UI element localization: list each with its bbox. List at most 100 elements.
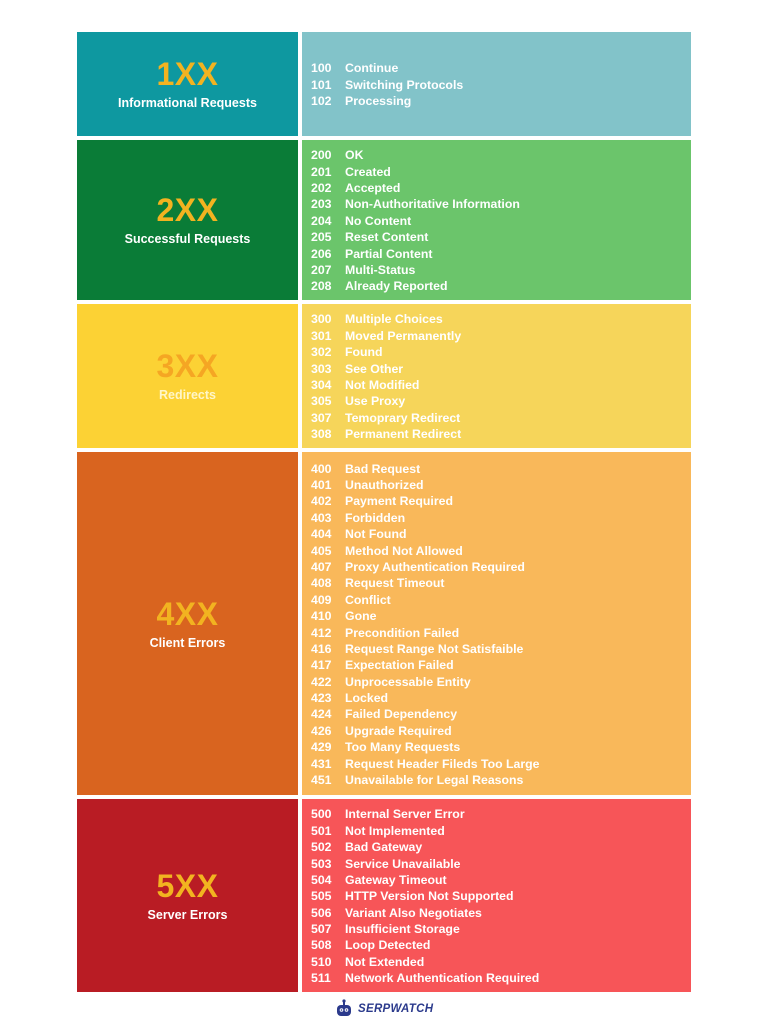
status-code-number: 408	[311, 576, 332, 591]
status-code-row: 403 Forbidden	[311, 510, 691, 526]
status-code-text: Not Implemented	[345, 823, 445, 838]
status-code-row: 206 Partial Content	[311, 246, 691, 262]
status-code-number: 424	[311, 707, 332, 722]
status-code-row: 208 Already Reported	[311, 278, 691, 294]
status-code-row: 422 Unprocessable Entity	[311, 674, 691, 690]
status-code-number: 507	[311, 922, 332, 937]
status-code-text: Continue	[345, 61, 399, 76]
status-code-number: 300	[311, 312, 332, 327]
status-code-number: 505	[311, 889, 332, 904]
status-code-row: 303 See Other	[311, 361, 691, 377]
status-code-row: 101 Switching Protocols	[311, 77, 691, 93]
status-code-number: 410	[311, 609, 332, 624]
status-code-row: 100 Continue	[311, 60, 691, 76]
status-code-row: 200 OK	[311, 147, 691, 163]
status-code-row: 412 Precondition Failed	[311, 625, 691, 641]
status-code-row: 301 Moved Permanently	[311, 328, 691, 344]
status-code-number: 502	[311, 840, 332, 855]
status-code-text: Variant Also Negotiates	[345, 905, 482, 920]
status-code-number: 501	[311, 823, 332, 838]
status-code-text: Processing	[345, 94, 412, 109]
status-code-number: 301	[311, 328, 332, 343]
status-code-text: Bad Request	[345, 461, 421, 476]
status-code-row: 503 Service Unavailable	[311, 856, 691, 872]
status-code-row: 304 Not Modified	[311, 377, 691, 393]
status-code-number: 307	[311, 410, 332, 425]
status-code-row: 407 Proxy Authentication Required	[311, 559, 691, 575]
group-3xx: 3XX Redirects 300 Multiple Choices 301 Move…	[77, 304, 691, 448]
status-code-number: 423	[311, 691, 332, 706]
status-code-number: 407	[311, 559, 332, 574]
status-code-number: 429	[311, 740, 332, 755]
status-code-text: Upgrade Required	[345, 723, 452, 738]
status-code-text: Gone	[345, 609, 377, 624]
group-class: 1XX	[156, 56, 219, 92]
status-code-number: 400	[311, 461, 332, 476]
status-code-text: Gateway Timeout	[345, 872, 447, 887]
status-code-text: Moved Permanently	[345, 328, 462, 343]
status-code-row: 203 Non-Authoritative Information	[311, 196, 691, 212]
status-code-text: Forbidden	[345, 510, 406, 525]
status-code-number: 405	[311, 543, 332, 558]
status-code-row: 405 Method Not Allowed	[311, 543, 691, 559]
status-code-row: 511 Network Authentication Required	[311, 970, 691, 986]
status-code-row: 431 Request Header Fileds Too Large	[311, 756, 691, 772]
status-code-row: 202 Accepted	[311, 180, 691, 196]
status-code-number: 401	[311, 477, 332, 492]
status-code-text: Multiple Choices	[345, 312, 443, 327]
status-code-row: 508 Loop Detected	[311, 937, 691, 953]
status-code-number: 303	[311, 361, 332, 376]
status-code-row: 409 Conflict	[311, 592, 691, 608]
status-code-row: 429 Too Many Requests	[311, 739, 691, 755]
group-2xx-header: 2XX Successful Requests	[77, 140, 298, 300]
status-code-number: 504	[311, 872, 332, 887]
status-code-text: Conflict	[345, 592, 391, 607]
status-code-text: Use Proxy	[345, 394, 406, 409]
group-label: Informational Requests	[118, 96, 257, 110]
status-code-row: 410 Gone	[311, 608, 691, 624]
status-code-row: 404 Not Found	[311, 526, 691, 542]
status-code-text: Request Timeout	[345, 576, 445, 591]
status-code-number: 202	[311, 181, 332, 196]
status-code-number: 510	[311, 954, 332, 969]
status-code-text: Expectation Failed	[345, 658, 454, 673]
group-3xx-header: 3XX Redirects	[77, 304, 298, 448]
status-code-text: No Content	[345, 213, 412, 228]
status-code-number: 101	[311, 77, 332, 92]
status-code-text: Request Range Not Satisfaible	[345, 641, 524, 656]
group-label: Successful Requests	[124, 232, 251, 246]
status-code-text: Unavailable for Legal Reasons	[345, 773, 524, 788]
group-3xx-codes: 300 Multiple Choices 301 Moved Permanently 3…	[302, 304, 691, 448]
serpwatch-logo: SERPWATCH	[334, 998, 433, 1020]
group-2xx-codes: 200 OK 201 Created 202 Accepted 203 Non-Authori…	[302, 140, 691, 300]
status-code-text: Bad Gateway	[345, 840, 423, 855]
status-code-number: 426	[311, 723, 332, 738]
status-code-text: Found	[345, 345, 383, 360]
status-code-number: 308	[311, 427, 332, 442]
status-code-text: Multi-Status	[345, 262, 416, 277]
status-code-row: 510 Not Extended	[311, 954, 691, 970]
status-code-text: Already Reported	[345, 279, 448, 294]
status-code-row: 300 Multiple Choices	[311, 311, 691, 327]
status-code-row: 308 Permanent Redirect	[311, 426, 691, 442]
status-code-number: 404	[311, 527, 332, 542]
status-code-text: Too Many Requests	[345, 740, 461, 755]
status-code-row: 507 Insufficient Storage	[311, 921, 691, 937]
group-5xx-codes: 500 Internal Server Error 501 Not Implement…	[302, 799, 691, 992]
status-code-number: 102	[311, 94, 332, 109]
status-code-row: 506 Variant Also Negotiates	[311, 905, 691, 921]
status-code-number: 302	[311, 345, 332, 360]
status-code-number: 201	[311, 164, 332, 179]
status-code-number: 511	[311, 971, 331, 986]
status-code-number: 451	[311, 773, 332, 788]
status-code-row: 402 Payment Required	[311, 493, 691, 509]
status-code-row: 416 Request Range Not Satisfaible	[311, 641, 691, 657]
brand-name: SERPWATCH	[358, 1003, 434, 1015]
status-code-number: 422	[311, 674, 332, 689]
status-code-text: Method Not Allowed	[345, 543, 463, 558]
status-code-row: 423 Locked	[311, 690, 691, 706]
status-code-number: 412	[311, 625, 332, 640]
status-code-number: 416	[311, 641, 332, 656]
status-code-text: Proxy Authentication Required	[345, 559, 525, 574]
status-code-number: 503	[311, 856, 332, 871]
